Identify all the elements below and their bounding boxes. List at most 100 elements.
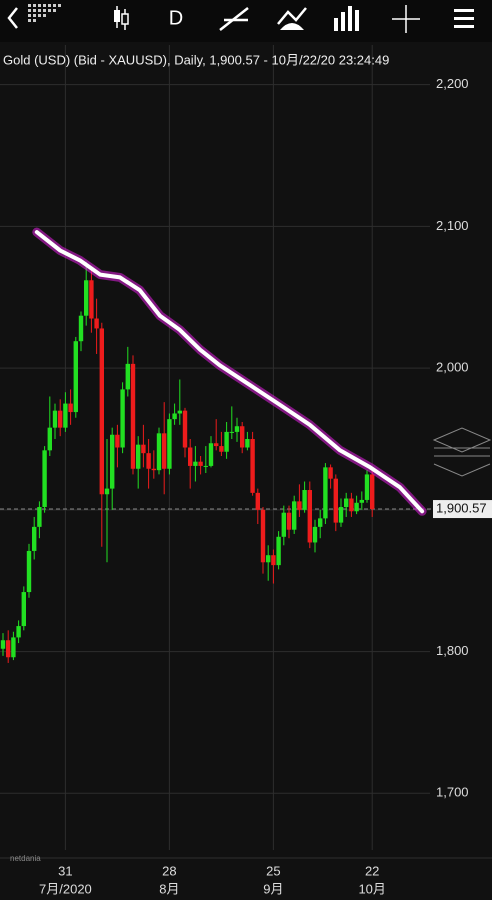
candle-body bbox=[328, 467, 333, 479]
x-tick-label: 25 bbox=[266, 863, 280, 878]
candle-body bbox=[58, 410, 63, 428]
watermark: netdania bbox=[10, 854, 41, 863]
candle-body bbox=[177, 410, 182, 414]
candle-body bbox=[229, 431, 234, 433]
volume-icon[interactable] bbox=[334, 6, 359, 31]
candle-body bbox=[234, 426, 240, 432]
candle-body bbox=[364, 474, 370, 500]
candle-body bbox=[99, 328, 104, 495]
candle-body bbox=[52, 410, 58, 428]
candle-body bbox=[130, 363, 136, 469]
candle-body bbox=[193, 461, 198, 466]
candle-body bbox=[6, 640, 11, 658]
candle-body bbox=[359, 499, 364, 503]
interval-button[interactable]: D bbox=[169, 7, 183, 29]
candle-body bbox=[63, 403, 68, 428]
candle-body bbox=[151, 468, 156, 471]
candle-body bbox=[245, 438, 250, 448]
candle-body bbox=[198, 461, 203, 466]
candle-body bbox=[110, 434, 115, 489]
x-tick-label: 22 bbox=[365, 863, 379, 878]
y-tick-label: 1,800 bbox=[436, 643, 469, 658]
trendline bbox=[34, 230, 425, 514]
candle-body bbox=[47, 427, 52, 451]
candle-body bbox=[203, 465, 208, 467]
y-tick-label: 2,000 bbox=[436, 360, 469, 375]
candle-body bbox=[146, 453, 151, 469]
candle-body bbox=[172, 413, 177, 420]
candle-icon[interactable] bbox=[114, 6, 129, 30]
candle-body bbox=[333, 478, 338, 523]
indicator-icon[interactable] bbox=[277, 7, 307, 30]
last-price-label: 1,900.57 bbox=[436, 500, 487, 515]
candle-body bbox=[104, 488, 110, 495]
candle-body bbox=[120, 389, 125, 448]
chart-title: Gold (USD) (Bid - XAUUSD), Daily, 1,900.… bbox=[3, 52, 389, 67]
scale-handle[interactable] bbox=[432, 427, 492, 477]
crosshair-icon[interactable] bbox=[392, 5, 420, 33]
candle-body bbox=[260, 509, 266, 563]
candle-body bbox=[21, 592, 26, 627]
candle-body bbox=[16, 626, 21, 638]
last-price-box bbox=[433, 500, 492, 519]
candle-body bbox=[78, 315, 84, 342]
x-month-label: 10月 bbox=[358, 881, 385, 896]
candle-body bbox=[312, 526, 318, 543]
candle-body bbox=[240, 426, 245, 448]
candle-body bbox=[344, 498, 349, 508]
candle-body bbox=[11, 637, 16, 658]
candle-body bbox=[136, 444, 141, 469]
line-tool-icon[interactable] bbox=[219, 7, 249, 31]
candle-body bbox=[26, 550, 32, 593]
candle-body bbox=[271, 555, 276, 566]
x-tick-label: 31 bbox=[58, 863, 72, 878]
candle-body bbox=[297, 501, 302, 510]
candle-body bbox=[318, 518, 323, 527]
candle-body bbox=[156, 433, 162, 471]
candle-body bbox=[84, 280, 89, 316]
y-tick-label: 2,200 bbox=[436, 76, 469, 91]
candle-body bbox=[115, 434, 120, 448]
candle-body bbox=[125, 363, 130, 390]
candle-body bbox=[0, 640, 6, 649]
candle-body bbox=[94, 318, 99, 329]
y-tick-label: 1,700 bbox=[436, 785, 469, 800]
candle-body bbox=[37, 507, 42, 527]
candle-body bbox=[167, 419, 172, 469]
x-month-label: 7月/2020 bbox=[39, 881, 92, 896]
candle-body bbox=[214, 443, 219, 447]
x-month-label: 8月 bbox=[159, 881, 179, 896]
candle-body bbox=[224, 431, 229, 452]
candle-body bbox=[73, 341, 78, 413]
candle-body bbox=[281, 512, 286, 537]
x-month-label: 9月 bbox=[263, 881, 283, 896]
candle-body bbox=[266, 555, 271, 563]
plot-area: 1,7001,8001,9002,0002,1002,200317月/20202… bbox=[0, 45, 492, 896]
candle-body bbox=[354, 502, 359, 512]
y-tick-label: 2,100 bbox=[436, 218, 469, 233]
back-button[interactable] bbox=[7, 7, 18, 29]
candle-body bbox=[323, 467, 328, 519]
menu-grid-icon[interactable] bbox=[28, 4, 61, 22]
candle-body bbox=[302, 490, 307, 510]
candle-body bbox=[276, 536, 281, 566]
candle-body bbox=[250, 438, 255, 493]
candle-body bbox=[162, 433, 167, 469]
candle-body bbox=[338, 507, 344, 523]
candle-body bbox=[208, 443, 214, 466]
candle-body bbox=[286, 512, 292, 530]
candle-body bbox=[219, 446, 224, 452]
candle-body bbox=[307, 490, 312, 543]
candle-body bbox=[182, 410, 188, 448]
candle-body bbox=[32, 526, 37, 551]
candle-body bbox=[68, 403, 73, 413]
candle-body bbox=[42, 450, 47, 508]
candle-body bbox=[188, 447, 193, 466]
x-tick-label: 28 bbox=[162, 863, 176, 878]
candle-body bbox=[89, 280, 94, 319]
hamburger-menu[interactable] bbox=[454, 9, 474, 28]
candle-body bbox=[349, 498, 354, 512]
candle-body bbox=[370, 474, 375, 510]
